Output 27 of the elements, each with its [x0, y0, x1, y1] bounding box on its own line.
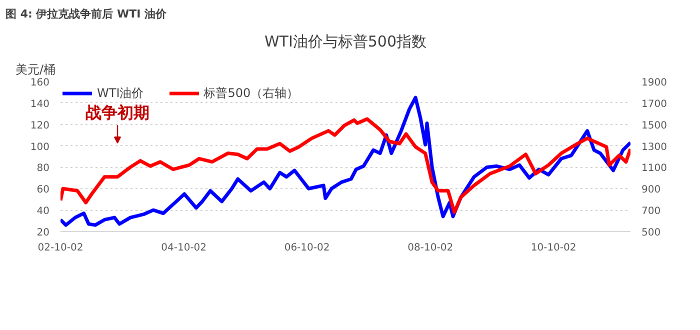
legend-label: WTI油价 [97, 84, 144, 102]
y2-tick-label: 1500 [642, 120, 667, 132]
y2-tick-label: 700 [642, 206, 661, 218]
y2-tick-label: 1300 [642, 142, 667, 153]
y-tick-label: 120 [30, 120, 50, 132]
y-tick-label: 60 [36, 184, 50, 196]
y2-tick-label: 900 [642, 184, 661, 196]
chart-title: 图 4: 伊拉克战争前后 WTI 油价 [6, 8, 168, 20]
y-tick-label: 140 [30, 98, 50, 110]
x-tick-label: 06-10-02 [284, 242, 330, 254]
x-tick-label: 10-10-02 [530, 242, 576, 254]
y-tick-label: 20 [36, 228, 50, 238]
annotation: 战争初期 [86, 103, 150, 122]
y2-tick-label: 1700 [642, 98, 667, 110]
y-axis-title: 美元/桶 [16, 62, 56, 76]
legend-label: 标普500（右轴） [204, 84, 299, 102]
y-tick-label: 100 [30, 142, 50, 153]
y-tick-label: 160 [30, 78, 50, 88]
y-tick-label: 40 [36, 206, 50, 218]
x-tick-label: 02-10-02 [38, 242, 84, 254]
x-tick-label: 08-10-02 [408, 242, 454, 254]
y2-tick-label: 500 [642, 228, 661, 238]
y-tick-label: 80 [36, 163, 50, 174]
y2-tick-label: 1900 [642, 78, 667, 88]
x-tick-label: 04-10-02 [161, 242, 207, 254]
y2-tick-label: 1100 [642, 163, 667, 174]
chart-subtitle: WTI油价与标普500指数 [264, 32, 427, 50]
